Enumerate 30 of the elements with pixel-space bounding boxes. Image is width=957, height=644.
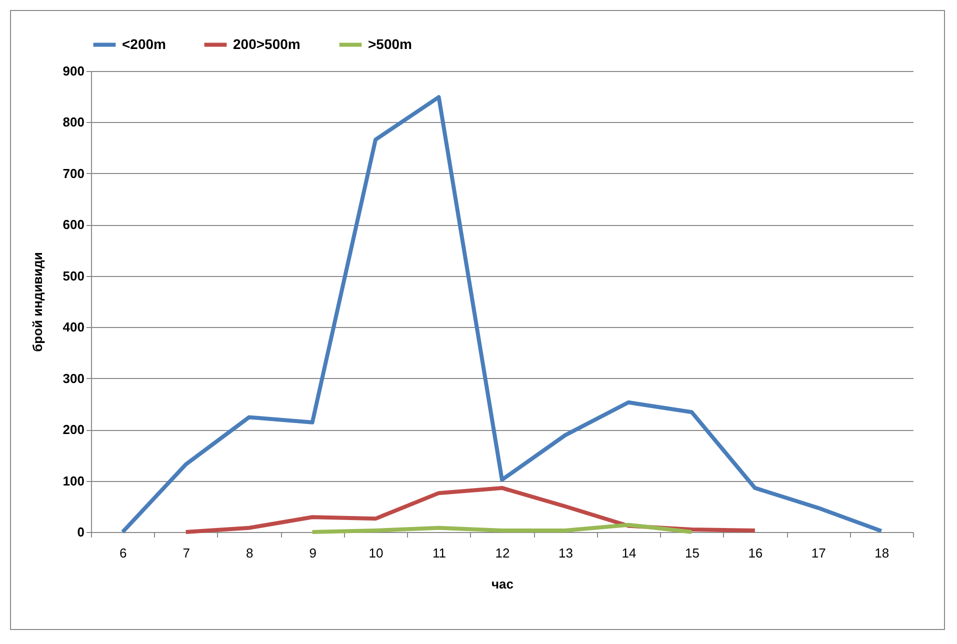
y-tick-label: 100 <box>62 473 84 488</box>
y-tick-label: 500 <box>62 268 84 284</box>
x-tick-label: 9 <box>309 546 316 560</box>
x-tick-label: 13 <box>558 546 573 560</box>
x-tick-label: 8 <box>246 546 254 560</box>
y-tick-label: 900 <box>62 64 84 78</box>
x-tick-label: 14 <box>622 546 636 560</box>
legend-label: <200m <box>122 36 166 52</box>
y-tick-label: 0 <box>77 524 84 540</box>
y-tick-label: 200 <box>62 422 84 438</box>
x-tick-label: 15 <box>684 546 700 560</box>
y-tick-label: 400 <box>62 320 84 335</box>
line-series <box>310 522 694 534</box>
x-tick-label: 7 <box>182 546 190 560</box>
legend-label: >500m <box>368 36 412 52</box>
y-tick-label: 300 <box>62 370 84 386</box>
y-axis-title: брой индивиди <box>30 252 45 352</box>
line-series <box>120 95 884 534</box>
x-tick-label: 12 <box>495 546 510 560</box>
x-axis-title: час <box>491 576 514 592</box>
x-tick-label: 6 <box>120 546 127 560</box>
x-tick-label: 18 <box>874 546 890 560</box>
x-tick-label: 11 <box>432 546 446 560</box>
x-tick-label: 17 <box>811 546 826 560</box>
x-tick-label: 10 <box>368 546 384 560</box>
legend-label: 200>500m <box>233 36 300 52</box>
y-tick-label: 600 <box>62 217 84 232</box>
x-tick-label: 16 <box>748 546 763 560</box>
y-tick-label: 700 <box>62 166 84 181</box>
y-tick-label: 800 <box>62 114 84 130</box>
